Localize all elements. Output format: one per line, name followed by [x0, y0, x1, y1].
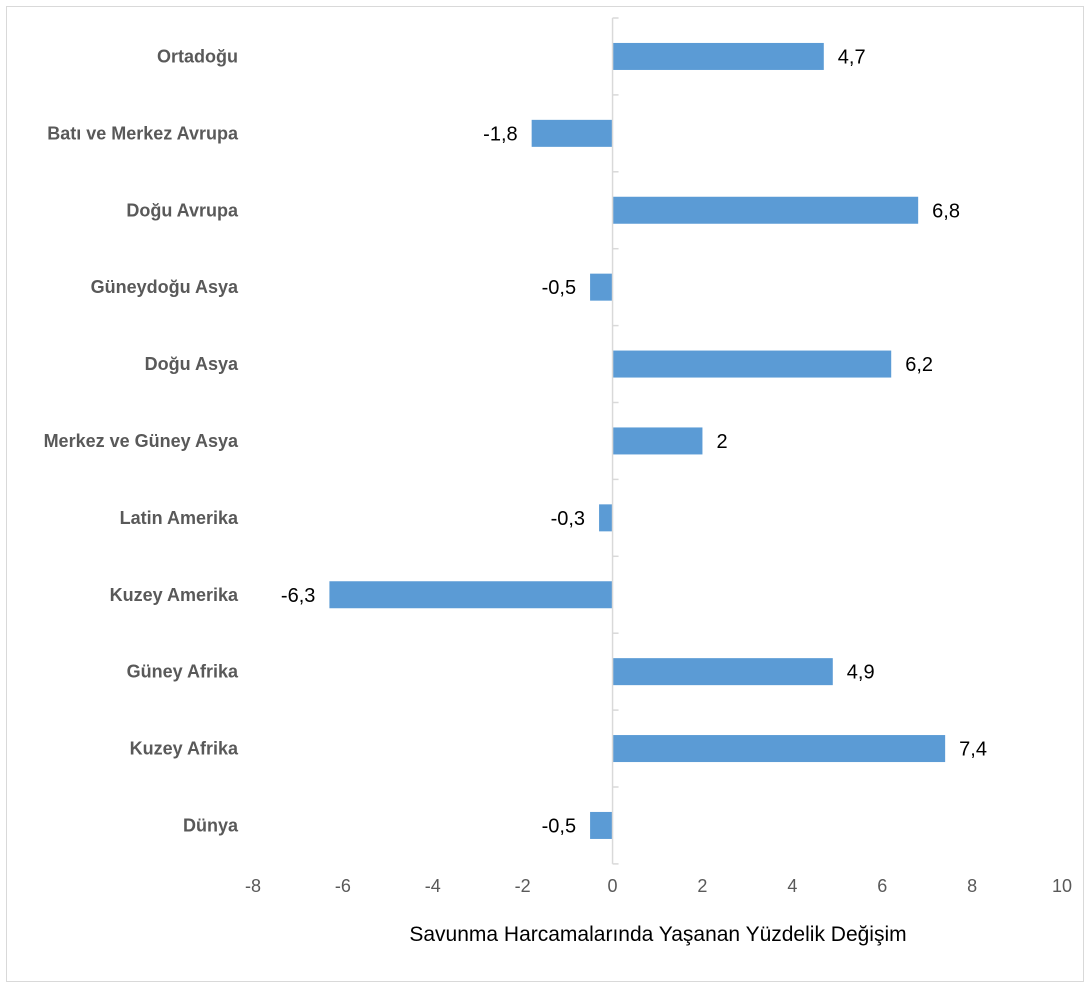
data-label: 6,2 [905, 354, 933, 376]
bar [612, 350, 892, 378]
data-label: -0,3 [551, 508, 585, 530]
x-tick-label: 4 [787, 876, 797, 896]
data-label: -6,3 [281, 585, 315, 607]
x-tick-label: 8 [967, 876, 977, 896]
category-label: Doğu Asya [145, 354, 239, 374]
category-label: Dünya [183, 815, 239, 835]
bar [599, 504, 613, 532]
category-labels: Ortadoğu Batı ve Merkez Avrupa Doğu Avrupa… [44, 46, 239, 835]
data-label: 4,9 [847, 662, 875, 684]
bar [612, 42, 824, 70]
data-label: 2 [716, 431, 727, 453]
x-tick-label: 10 [1052, 876, 1072, 896]
data-label: -0,5 [542, 277, 576, 299]
x-tick-label: 6 [877, 876, 887, 896]
category-label: Kuzey Amerika [110, 585, 239, 605]
bar [590, 273, 613, 301]
data-label: 4,7 [838, 46, 866, 68]
data-label: -1,8 [483, 123, 517, 145]
category-label: Güneydoğu Asya [91, 277, 239, 297]
bars-layer [329, 42, 946, 839]
x-tick-label: -8 [245, 876, 261, 896]
x-axis-title: Savunma Harcamalarında Yaşanan Yüzdelik … [409, 923, 906, 946]
category-label: Merkez ve Güney Asya [44, 431, 239, 451]
data-label: 7,4 [959, 739, 987, 761]
category-label: Batı ve Merkez Avrupa [47, 123, 239, 143]
bar [531, 119, 613, 147]
axis-layer [611, 17, 619, 865]
x-tick-label: -2 [515, 876, 531, 896]
bar [612, 658, 833, 686]
bar [329, 581, 613, 609]
category-label: Latin Amerika [120, 508, 239, 528]
category-label: Güney Afrika [127, 662, 239, 682]
bar [612, 196, 919, 224]
x-tick-label: 2 [697, 876, 707, 896]
x-tick-labels: -8 -6 -4 -2 0 2 4 6 8 10 [245, 876, 1072, 896]
category-label: Kuzey Afrika [130, 739, 239, 759]
data-labels: 4,7 -1,8 6,8 -0,5 6,2 2 -0,3 -6,3 4,9 7,4 -0,5 [281, 46, 987, 837]
category-label: Ortadoğu [157, 46, 238, 66]
x-tick-label: 0 [608, 876, 618, 896]
bar [612, 735, 946, 763]
bar [612, 427, 703, 455]
data-label: 6,8 [932, 200, 960, 222]
chart-frame [6, 6, 1084, 982]
category-label: Doğu Avrupa [126, 200, 239, 220]
bar [590, 811, 613, 839]
data-label: -0,5 [542, 815, 576, 837]
x-tick-label: -6 [335, 876, 351, 896]
x-tick-label: -4 [425, 876, 441, 896]
